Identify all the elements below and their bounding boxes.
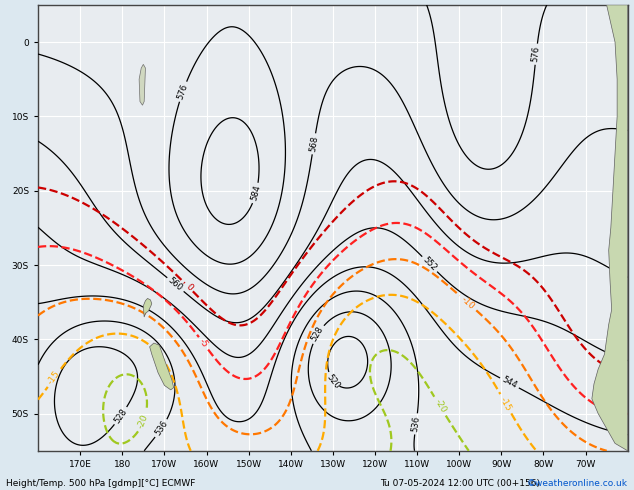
Polygon shape [139, 64, 145, 105]
Text: 528: 528 [113, 407, 129, 425]
Text: -15: -15 [46, 369, 62, 387]
Text: 544: 544 [500, 375, 519, 391]
Polygon shape [143, 298, 152, 317]
Text: 536: 536 [411, 416, 422, 432]
Text: 0: 0 [184, 282, 194, 293]
Text: 528: 528 [310, 325, 326, 343]
Text: 576: 576 [176, 83, 190, 100]
Text: ©weatheronline.co.uk: ©weatheronline.co.uk [527, 479, 628, 488]
Text: 536: 536 [153, 419, 169, 438]
Text: -15: -15 [498, 395, 514, 413]
Text: 552: 552 [421, 255, 438, 273]
Text: 520: 520 [325, 372, 342, 390]
Text: 568: 568 [308, 135, 320, 152]
Text: -20: -20 [136, 413, 150, 430]
Text: 576: 576 [531, 46, 541, 63]
Text: Tu 07-05-2024 12:00 UTC (00+156): Tu 07-05-2024 12:00 UTC (00+156) [380, 479, 540, 488]
Polygon shape [592, 5, 628, 451]
Text: 560: 560 [167, 276, 184, 293]
Text: 584: 584 [250, 184, 262, 202]
Polygon shape [150, 343, 174, 390]
Text: -5: -5 [197, 337, 210, 350]
Text: Height/Temp. 500 hPa [gdmp][°C] ECMWF: Height/Temp. 500 hPa [gdmp][°C] ECMWF [6, 479, 196, 488]
Text: -10: -10 [460, 294, 476, 311]
Text: -20: -20 [432, 397, 448, 415]
